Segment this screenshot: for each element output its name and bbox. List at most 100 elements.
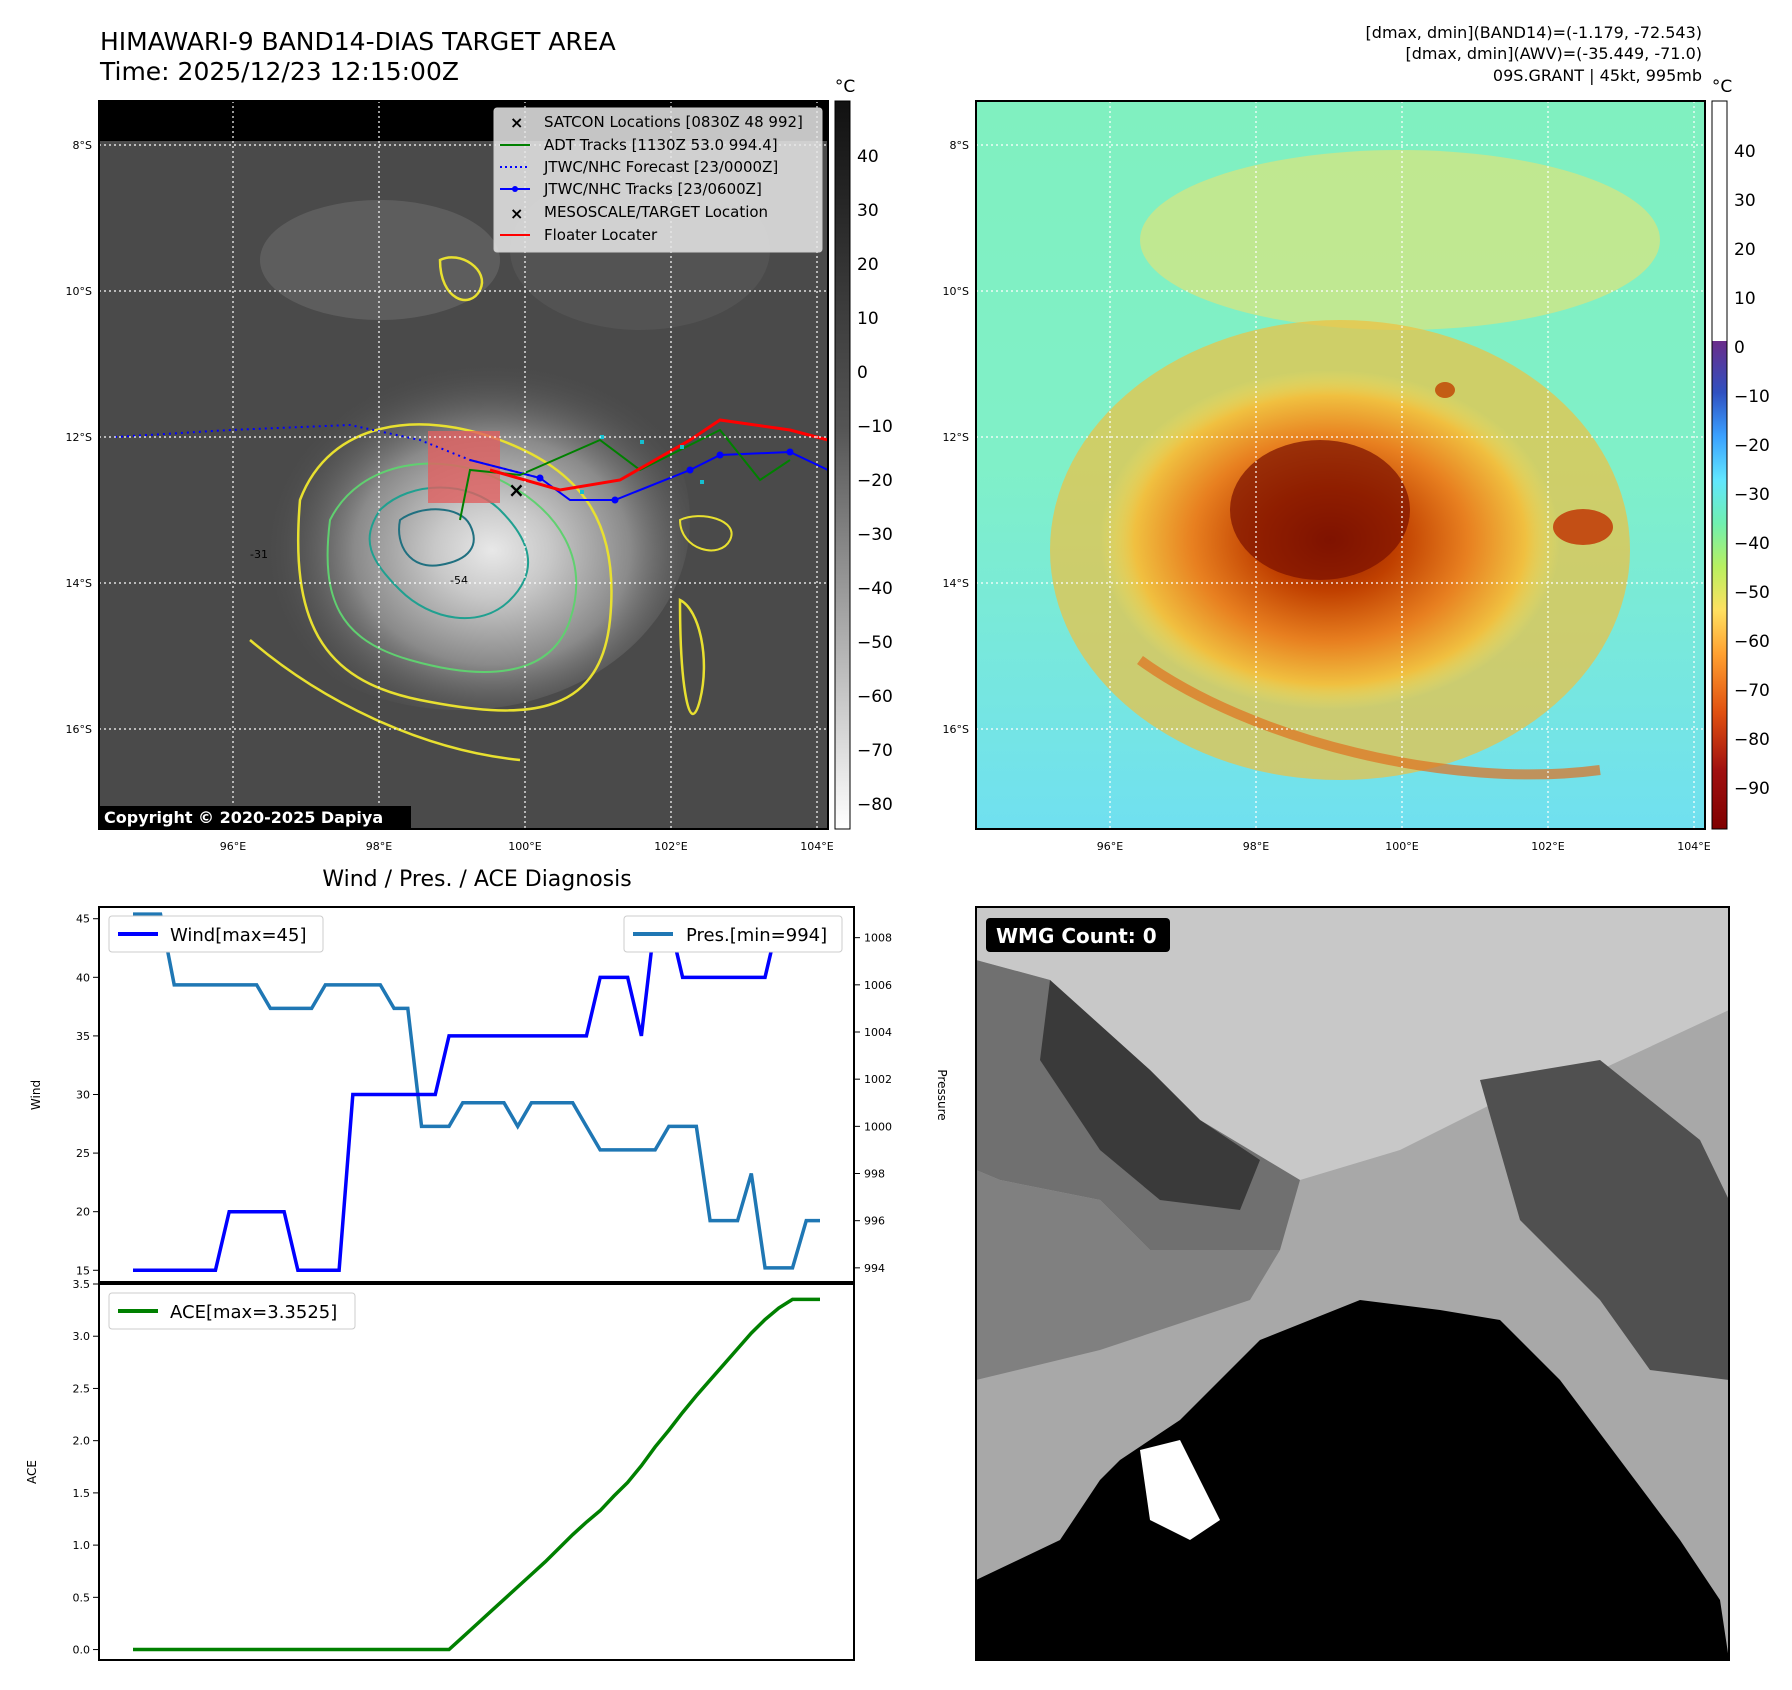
pressure-ytick-label: 1000 <box>864 1120 892 1133</box>
svg-text:20: 20 <box>857 255 879 275</box>
pressure-ytick-label: 998 <box>864 1168 885 1181</box>
legend-adt: ADT Tracks [1130Z 53.0 994.4] <box>544 136 778 154</box>
wind-ytick-label: 35 <box>76 1030 90 1043</box>
svg-text:14°S: 14°S <box>943 577 969 590</box>
svg-text:100°E: 100°E <box>508 840 541 853</box>
ace-ytick-label: 2.5 <box>73 1382 91 1395</box>
ace-legend: ACE[max=3.3525] <box>108 1292 356 1330</box>
target-marker: × <box>508 478 525 502</box>
floater-track <box>489 418 829 492</box>
svg-text:16°S: 16°S <box>66 723 92 736</box>
svg-text:−70: −70 <box>857 741 893 761</box>
pressure-ytick-label: 996 <box>864 1215 885 1228</box>
svg-text:−80: −80 <box>857 795 893 815</box>
svg-text:12°S: 12°S <box>943 431 969 444</box>
svg-text:−30: −30 <box>857 525 893 545</box>
wind-legend: Wind[max=45] <box>108 915 324 953</box>
wind-ytick-label: 40 <box>76 971 90 984</box>
wind-pressure-lines <box>133 912 820 1273</box>
ace-ytick-label: 3.0 <box>73 1330 91 1343</box>
pressure-axis-label: Pressure <box>935 1069 949 1120</box>
wv-grid <box>976 101 1705 829</box>
pressure-ytick-label: 1002 <box>864 1073 892 1086</box>
ace-lines <box>133 1297 820 1652</box>
svg-text:8°S: 8°S <box>950 139 969 152</box>
best-track <box>469 450 829 501</box>
wmg-count: WMG Count: 0 <box>996 924 1157 948</box>
svg-text:12°S: 12°S <box>66 431 92 444</box>
map-lat-labels: 8°S 10°S 12°S 14°S 16°S <box>66 139 92 736</box>
svg-text:96°E: 96°E <box>220 840 246 853</box>
figure-time: Time: 2025/12/23 12:15:00Z <box>99 57 459 86</box>
svg-text:8°S: 8°S <box>73 139 92 152</box>
wind-ytick-label: 15 <box>76 1264 90 1277</box>
svg-text:−20: −20 <box>1734 436 1770 456</box>
svg-text:16°S: 16°S <box>943 723 969 736</box>
svg-text:−10: −10 <box>857 417 893 437</box>
ace-chart: 0.0 0.5 1.0 1.5 2.0 2.5 3.0 3.5 ACE ACE[max=3.3… <box>25 1278 855 1661</box>
svg-text:−80: −80 <box>1734 730 1770 750</box>
svg-text:0: 0 <box>1734 338 1745 358</box>
ace-ytick-label: 1.5 <box>73 1487 91 1500</box>
info-awv: [dmax, dmin](AWV)=(-35.449, -71.0) <box>1405 44 1702 63</box>
legend-track: JTWC/NHC Tracks [23/0600Z] <box>543 180 762 198</box>
colorbar-jet-unit: °C <box>1712 77 1732 97</box>
legend-marker-target: × <box>510 204 523 223</box>
copyright-bg <box>99 806 411 829</box>
svg-text:98°E: 98°E <box>366 840 392 853</box>
svg-text:20: 20 <box>1734 240 1756 260</box>
satcon-points <box>580 435 704 494</box>
legend-target: MESOSCALE/TARGET Location <box>544 203 768 221</box>
svg-text:96°E: 96°E <box>1097 840 1123 853</box>
figure-title: HIMAWARI-9 BAND14-DIAS TARGET AREA <box>100 27 616 56</box>
svg-text:−40: −40 <box>1734 534 1770 554</box>
pressure-ytick-label: 1006 <box>864 979 892 992</box>
svg-text:104°E: 104°E <box>1677 840 1710 853</box>
wind-ytick-label: 30 <box>76 1089 90 1102</box>
svg-text:30: 30 <box>1734 191 1756 211</box>
wmg-panel: WMG Count: 0 <box>975 906 1730 1661</box>
ace-axis-label: ACE <box>25 1460 39 1484</box>
svg-text:−20: −20 <box>857 471 893 491</box>
wind-legend-label: Wind[max=45] <box>170 925 307 946</box>
legend-satcon: SATCON Locations [0830Z 48 992] <box>544 113 803 131</box>
svg-text:102°E: 102°E <box>654 840 687 853</box>
info-storm: 09S.GRANT | 45kt, 995mb <box>1493 66 1702 85</box>
svg-text:40: 40 <box>1734 142 1756 162</box>
wind-ytick-label: 20 <box>76 1206 90 1219</box>
wind-line <box>133 916 820 1273</box>
legend-marker-satcon: × <box>510 113 523 132</box>
svg-text:40: 40 <box>857 147 879 167</box>
contour-label-54: -54 <box>450 574 468 587</box>
svg-text:98°E: 98°E <box>1243 840 1269 853</box>
svg-text:100°E: 100°E <box>1385 840 1418 853</box>
ace-legend-label: ACE[max=3.3525] <box>170 1302 337 1323</box>
svg-text:102°E: 102°E <box>1531 840 1564 853</box>
svg-text:14°S: 14°S <box>66 577 92 590</box>
ir-map-panel: -31 -54 × 8°S 10°S 12°S 14°S 16°S 96°E 9… <box>66 100 834 853</box>
legend-floater: Floater Locater <box>544 226 658 244</box>
svg-text:−90: −90 <box>1734 779 1770 799</box>
pressure-yticks: 994 996 998 1000 1002 1004 1006 1008 <box>854 932 892 1275</box>
ace-yticks: 0.0 0.5 1.0 1.5 2.0 2.5 3.0 3.5 <box>73 1278 99 1657</box>
pressure-line <box>133 912 820 1270</box>
svg-text:10°S: 10°S <box>66 285 92 298</box>
svg-text:30: 30 <box>857 201 879 221</box>
svg-text:−50: −50 <box>1734 583 1770 603</box>
svg-text:−50: −50 <box>857 633 893 653</box>
wind-ytick-label: 25 <box>76 1147 90 1160</box>
wind-ytick-label: 45 <box>76 913 90 926</box>
svg-text:−60: −60 <box>1734 632 1770 652</box>
svg-text:10: 10 <box>1734 289 1756 309</box>
colorbar-gray-unit: °C <box>835 77 855 97</box>
pressure-ytick-label: 994 <box>864 1262 885 1275</box>
ace-ytick-label: 3.5 <box>73 1278 91 1291</box>
svg-text:0: 0 <box>857 363 868 383</box>
ace-line <box>133 1297 820 1652</box>
info-band14: [dmax, dmin](BAND14)=(-1.179, -72.543) <box>1366 23 1702 42</box>
ace-ytick-label: 2.0 <box>73 1435 91 1448</box>
ace-ytick-label: 0.0 <box>73 1644 91 1657</box>
copyright: Copyright © 2020-2025 Dapiya <box>104 808 383 827</box>
wind-axis-label: Wind <box>29 1080 43 1110</box>
